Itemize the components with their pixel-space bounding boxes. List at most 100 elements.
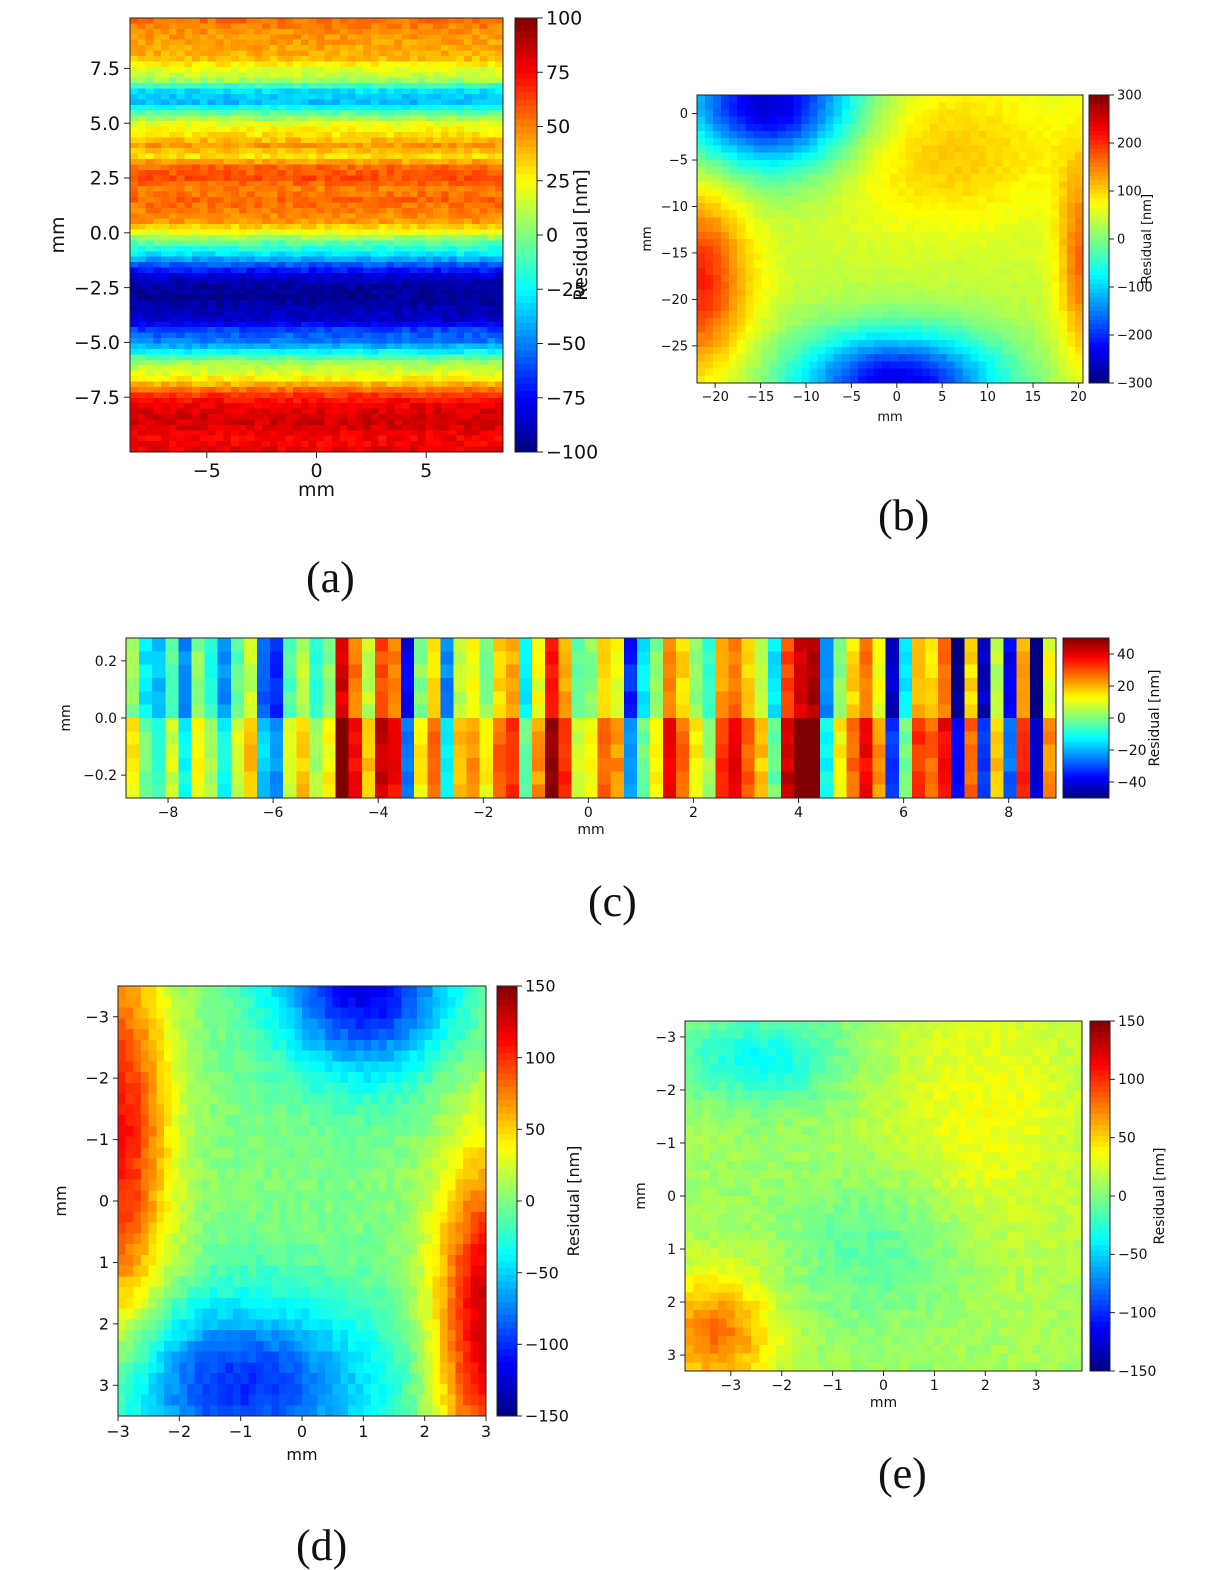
heatmap-cell	[324, 430, 332, 436]
heatmap-cell	[363, 311, 371, 317]
heatmap-cell	[866, 354, 875, 362]
heatmap-cell	[487, 83, 495, 89]
heatmap-cell	[449, 137, 457, 143]
heatmap-cell	[850, 124, 859, 132]
heatmap-cell	[146, 327, 154, 333]
heatmap-cell	[231, 121, 239, 127]
heatmap-cell	[410, 316, 418, 322]
heatmap-cell	[270, 414, 278, 420]
heatmap-cell	[192, 349, 200, 355]
heatmap-cell	[161, 419, 169, 425]
heatmap-cell	[866, 225, 875, 233]
heatmap-cell	[317, 34, 325, 40]
heatmap-cell	[200, 154, 208, 160]
heatmap-cell	[138, 29, 146, 35]
heatmap-cell	[138, 116, 146, 122]
heatmap-cell	[472, 425, 480, 431]
heatmap-cell	[317, 392, 325, 398]
heatmap-cell	[215, 143, 223, 149]
heatmap-cell	[713, 217, 722, 225]
heatmap-cell	[231, 137, 239, 143]
heatmap-cell	[729, 210, 738, 218]
heatmap-cell	[850, 246, 859, 254]
heatmap-cell	[231, 197, 239, 203]
heatmap-cell	[324, 398, 332, 404]
heatmap-cell	[866, 246, 875, 254]
heatmap-cell	[309, 235, 317, 241]
heatmap-cell	[301, 240, 309, 246]
heatmap-cell	[231, 354, 239, 360]
heatmap-cell	[192, 419, 200, 425]
heatmap-cell	[753, 232, 762, 240]
heatmap-cell	[794, 239, 803, 247]
heatmap-cell	[153, 89, 161, 95]
heatmap-cell	[130, 127, 138, 133]
heatmap-cell	[324, 40, 332, 46]
heatmap-cell	[874, 318, 883, 326]
heatmap-cell	[890, 354, 899, 362]
heatmap-cell	[785, 297, 794, 305]
heatmap-cell	[348, 295, 356, 301]
heatmap-cell	[874, 131, 883, 139]
heatmap-cell	[340, 181, 348, 187]
heatmap-cell	[464, 338, 472, 344]
heatmap-cell	[834, 369, 843, 377]
heatmap-cell	[200, 322, 208, 328]
heatmap-cell	[332, 213, 340, 219]
heatmap-cell	[449, 99, 457, 105]
heatmap-cell	[215, 306, 223, 312]
heatmap-cell	[130, 262, 138, 268]
heatmap-cell	[472, 333, 480, 339]
heatmap-cell	[418, 354, 426, 360]
heatmap-cell	[169, 127, 177, 133]
heatmap-cell	[826, 203, 835, 211]
heatmap-cell	[153, 371, 161, 377]
heatmap-cell	[363, 436, 371, 442]
heatmap-cell	[418, 137, 426, 143]
heatmap-cell	[355, 127, 363, 133]
heatmap-cell	[348, 29, 356, 35]
heatmap-cell	[355, 251, 363, 257]
heatmap-cell	[472, 34, 480, 40]
heatmap-cell	[223, 425, 231, 431]
heatmap-cell	[794, 131, 803, 139]
heatmap-cell	[785, 325, 794, 333]
heatmap-cell	[379, 121, 387, 127]
heatmap-cell	[433, 121, 441, 127]
heatmap-cell	[200, 273, 208, 279]
heatmap-cell	[208, 289, 216, 295]
heatmap-cell	[138, 127, 146, 133]
heatmap-cell	[866, 347, 875, 355]
heatmap-cell	[449, 143, 457, 149]
heatmap-cell	[386, 311, 394, 317]
heatmap-cell	[348, 94, 356, 100]
heatmap-cell	[721, 189, 730, 197]
heatmap-cell	[705, 361, 714, 369]
heatmap-cell	[480, 436, 488, 442]
heatmap-cell	[379, 338, 387, 344]
heatmap-cell	[184, 45, 192, 51]
heatmap-cell	[138, 333, 146, 339]
heatmap-cell	[192, 398, 200, 404]
heatmap-cell	[215, 116, 223, 122]
heatmap-cell	[184, 306, 192, 312]
heatmap-cell	[410, 175, 418, 181]
heatmap-cell	[898, 138, 907, 146]
heatmap-cell	[456, 344, 464, 350]
heatmap-cell	[379, 284, 387, 290]
heatmap-cell	[866, 304, 875, 312]
heatmap-cell	[223, 159, 231, 165]
heatmap-cell	[834, 217, 843, 225]
heatmap-cell	[410, 376, 418, 382]
heatmap-cell	[487, 381, 495, 387]
heatmap-cell	[371, 257, 379, 263]
heatmap-cell	[332, 354, 340, 360]
heatmap-cell	[472, 246, 480, 252]
heatmap-cell	[410, 224, 418, 230]
heatmap-cell	[777, 210, 786, 218]
heatmap-cell	[410, 40, 418, 46]
heatmap-cell	[324, 181, 332, 187]
heatmap-cell	[146, 121, 154, 127]
heatmap-cell	[215, 154, 223, 160]
heatmap-cell	[449, 56, 457, 62]
